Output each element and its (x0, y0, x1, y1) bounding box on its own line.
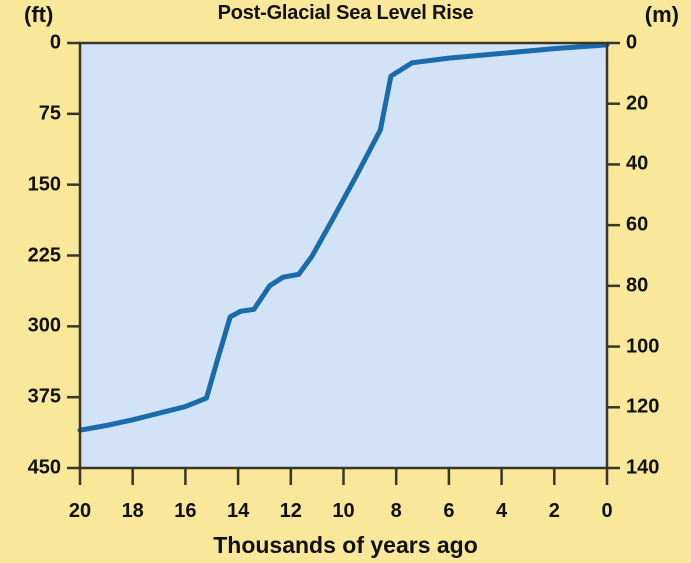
left-y-tick-label: 375 (27, 385, 61, 408)
left-y-tick-label: 450 (27, 456, 61, 479)
left-y-tick-label: 150 (27, 173, 61, 196)
x-tick-label: 6 (443, 500, 455, 522)
x-tick-label: 20 (68, 500, 92, 522)
right-y-tick-label: 120 (626, 395, 660, 418)
right-y-tick-label: 60 (626, 213, 649, 236)
x-axis-title: Thousands of years ago (213, 532, 478, 558)
left-y-tick-label: 75 (38, 102, 61, 125)
chart-title: Post-Glacial Sea Level Rise (217, 2, 474, 24)
x-tick-label: 4 (496, 500, 508, 522)
x-tick-label: 16 (174, 500, 197, 522)
right-y-tick-label: 140 (626, 456, 660, 479)
left-y-tick-label: 225 (27, 244, 61, 266)
sea-level-curve (77, 42, 610, 433)
right-y-tick-label: 100 (626, 335, 660, 358)
right-axis-unit-label: (m) (644, 2, 679, 27)
right-y-tick-label: 20 (626, 92, 649, 115)
x-tick-label: 0 (601, 500, 613, 522)
left-y-tick-label: 300 (27, 314, 61, 337)
right-y-tick-label: 80 (626, 274, 649, 297)
x-tick-label: 14 (226, 500, 250, 522)
left-y-tick-label: 0 (49, 31, 61, 54)
x-tick-label: 18 (121, 500, 144, 522)
x-tick-label: 8 (390, 500, 402, 522)
x-tick-label: 12 (279, 500, 302, 522)
sea-level-area-fill (80, 43, 607, 431)
right-y-tick-label: 0 (626, 31, 638, 54)
left-axis-unit-label: (ft) (24, 2, 54, 27)
right-y-tick-label: 40 (626, 152, 649, 175)
x-tick-label: 2 (548, 500, 560, 522)
x-tick-label: 10 (332, 500, 355, 522)
